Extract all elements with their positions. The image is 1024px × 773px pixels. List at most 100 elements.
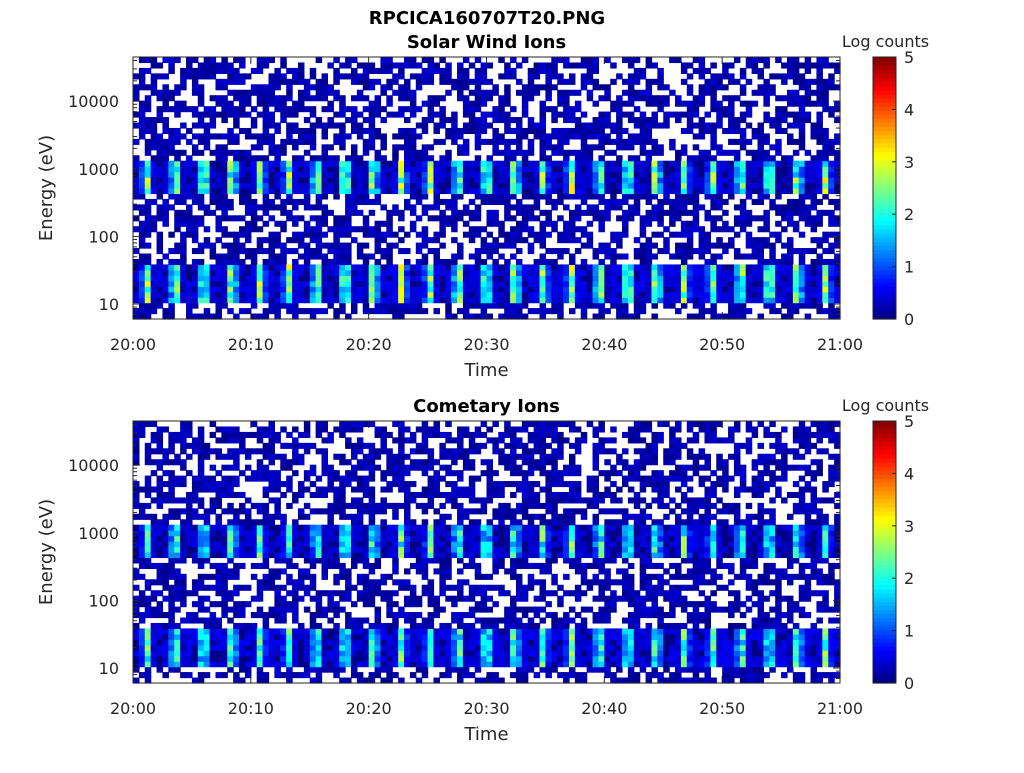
heatmap-cell: [292, 270, 298, 276]
heatmap-cell: [734, 308, 740, 314]
heatmap-cell: [215, 454, 221, 460]
heatmap-cell: [327, 297, 333, 303]
heatmap-cell: [557, 215, 563, 221]
heatmap-cell: [463, 166, 469, 172]
heatmap-cell: [463, 84, 469, 90]
heatmap-cell: [557, 188, 563, 194]
heatmap-cell: [504, 139, 510, 145]
heatmap-cell: [139, 292, 145, 298]
heatmap-cell: [581, 123, 587, 129]
colorbar-swatch: [873, 176, 896, 181]
y-tick-label: 1000: [78, 160, 119, 179]
heatmap-cell: [245, 264, 251, 270]
heatmap-cell: [257, 628, 263, 634]
heatmap-cell: [204, 128, 210, 134]
heatmap-cell: [693, 275, 699, 281]
heatmap-cell: [416, 84, 422, 90]
heatmap-cell: [375, 264, 381, 270]
heatmap-cell: [245, 232, 251, 238]
heatmap-cell: [740, 139, 746, 145]
heatmap-cell: [168, 144, 174, 150]
heatmap-cell: [186, 454, 192, 460]
heatmap-cell: [628, 112, 634, 118]
heatmap-cell: [304, 79, 310, 85]
heatmap-cell: [828, 177, 834, 183]
heatmap-cell: [439, 215, 445, 221]
heatmap-cell: [257, 243, 263, 249]
heatmap-cell: [157, 563, 163, 569]
heatmap-cell: [487, 183, 493, 189]
heatmap-cell: [286, 237, 292, 243]
heatmap-cell: [257, 155, 263, 161]
heatmap-cell: [386, 68, 392, 74]
heatmap-cell: [145, 634, 151, 640]
heatmap-cell: [640, 232, 646, 238]
heatmap-cell: [286, 199, 292, 205]
heatmap-cell: [475, 144, 481, 150]
heatmap-cell: [504, 308, 510, 314]
heatmap-cell: [322, 270, 328, 276]
heatmap-cell: [151, 90, 157, 96]
heatmap-cell: [651, 101, 657, 107]
heatmap-cell: [292, 199, 298, 205]
heatmap-cell: [227, 150, 233, 156]
heatmap-cell: [133, 193, 139, 199]
heatmap-cell: [793, 297, 799, 303]
heatmap-cell: [168, 536, 174, 542]
heatmap-cell: [598, 221, 604, 227]
heatmap-cell: [404, 166, 410, 172]
heatmap-cell: [498, 264, 504, 270]
heatmap-cell: [239, 563, 245, 569]
heatmap-cell: [681, 297, 687, 303]
heatmap-cell: [298, 270, 304, 276]
heatmap-cell: [333, 123, 339, 129]
colorbar-swatch: [873, 168, 896, 173]
heatmap-cell: [828, 106, 834, 112]
heatmap-cell: [669, 210, 675, 216]
heatmap-cell: [651, 95, 657, 101]
heatmap-cell: [145, 101, 151, 107]
heatmap-cell: [616, 303, 622, 309]
heatmap-cell: [151, 199, 157, 205]
heatmap-cell: [805, 161, 811, 167]
heatmap-cell: [787, 90, 793, 96]
heatmap-cell: [221, 530, 227, 536]
heatmap-cell: [781, 275, 787, 281]
heatmap-cell: [139, 612, 145, 618]
heatmap-cell: [192, 547, 198, 553]
heatmap-cell: [469, 215, 475, 221]
heatmap-cell: [351, 144, 357, 150]
heatmap-cell: [651, 204, 657, 210]
heatmap-cell: [534, 128, 540, 134]
heatmap-cell: [327, 84, 333, 90]
heatmap-cell: [651, 281, 657, 287]
heatmap-cell: [174, 270, 180, 276]
heatmap-cell: [528, 183, 534, 189]
heatmap-cell: [227, 557, 233, 563]
heatmap-cell: [528, 128, 534, 134]
heatmap-cell: [351, 308, 357, 314]
heatmap-cell: [204, 133, 210, 139]
heatmap-cell: [663, 303, 669, 309]
heatmap-cell: [557, 281, 563, 287]
heatmap-cell: [433, 237, 439, 243]
heatmap-cell: [221, 574, 227, 580]
heatmap-cell: [174, 199, 180, 205]
heatmap-cell: [186, 661, 192, 667]
heatmap-cell: [310, 161, 316, 167]
heatmap-cell: [704, 172, 710, 178]
heatmap-cell: [492, 177, 498, 183]
heatmap-cell: [640, 243, 646, 249]
heatmap-cell: [604, 123, 610, 129]
heatmap-cell: [816, 221, 822, 227]
heatmap-cell: [269, 177, 275, 183]
heatmap-cell: [681, 68, 687, 74]
heatmap-cell: [151, 656, 157, 662]
heatmap-cell: [304, 177, 310, 183]
heatmap-cell: [257, 188, 263, 194]
heatmap-cell: [380, 254, 386, 260]
heatmap-cell: [457, 183, 463, 189]
heatmap-cell: [734, 155, 740, 161]
heatmap-cell: [799, 297, 805, 303]
heatmap-cell: [545, 210, 551, 216]
